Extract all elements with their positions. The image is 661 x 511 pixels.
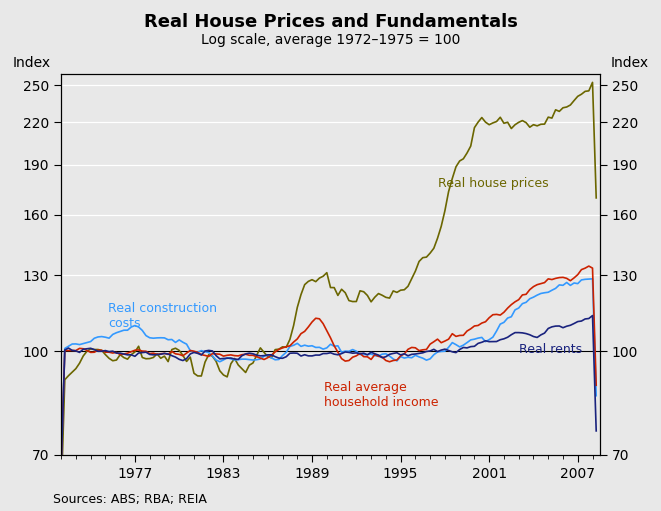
Text: Sources: ABS; RBA; REIA: Sources: ABS; RBA; REIA <box>53 493 207 506</box>
Text: Real house prices: Real house prices <box>438 177 548 190</box>
Text: Log scale, average 1972–1975 = 100: Log scale, average 1972–1975 = 100 <box>201 33 460 47</box>
Text: Index: Index <box>13 56 51 70</box>
Text: Real average
household income: Real average household income <box>324 381 438 409</box>
Text: Real rents: Real rents <box>519 343 582 356</box>
Text: Real House Prices and Fundamentals: Real House Prices and Fundamentals <box>143 13 518 31</box>
Text: Real construction
costs: Real construction costs <box>108 302 217 330</box>
Text: Index: Index <box>610 56 648 70</box>
